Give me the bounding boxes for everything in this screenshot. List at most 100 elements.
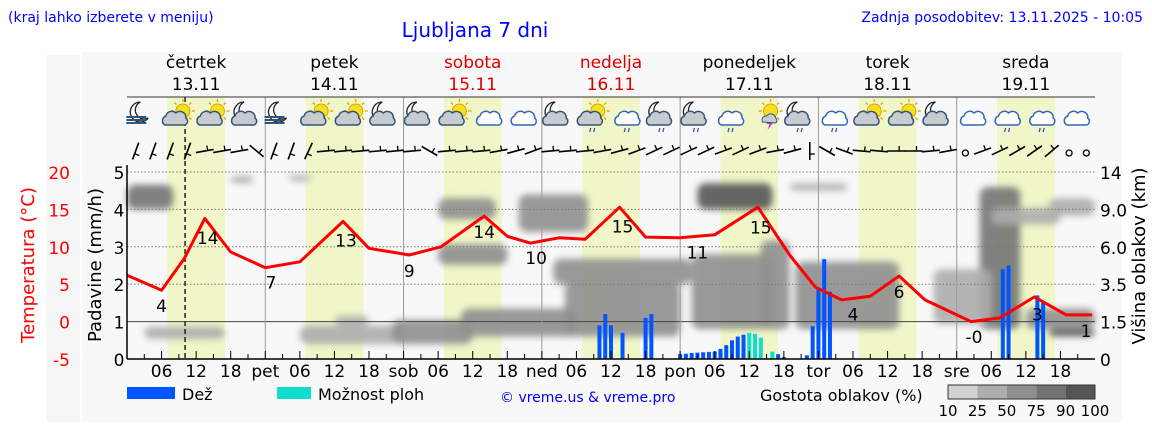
moon-cloud-icon: [230, 101, 258, 126]
density-swatch: [977, 385, 1007, 399]
temperature-label: 11: [687, 243, 709, 263]
day-date: 19.11: [1002, 75, 1051, 95]
x-hour-label: 12: [185, 362, 207, 382]
precipitation-tick-label: 2: [114, 276, 125, 296]
wind-barb-icon: [835, 147, 854, 155]
page-title: Ljubljana 7 dni: [402, 18, 549, 42]
header-hint[interactable]: (kraj lahko izberete v meniju): [8, 10, 214, 26]
wind-barb-icon: [334, 145, 353, 153]
x-hour-label: 18: [911, 362, 933, 382]
wind-barb-icon: [973, 145, 992, 155]
precipitation-bar: [1041, 302, 1046, 359]
temperature-label: 14: [197, 229, 219, 249]
wind-barb-icon: [368, 145, 387, 153]
copyright-link[interactable]: © vreme.us & vreme.pro: [500, 390, 675, 406]
precipitation-bar: [822, 259, 827, 359]
x-day-label: ned: [526, 362, 558, 382]
precipitation-tick-label: 1: [114, 314, 125, 334]
temperature-line: [126, 205, 1093, 324]
wind-barb-icon: [593, 145, 612, 154]
cloud-rain-icon: [1029, 110, 1056, 133]
x-day-label: tor: [806, 362, 830, 382]
wind-barb-icon: [939, 145, 958, 154]
precipitation-bar: [649, 314, 654, 359]
temperature-tick-label: 5: [59, 276, 70, 296]
wind-barb-icon: [541, 145, 560, 153]
moon-cloud-rain-icon: [680, 101, 707, 133]
wind-barb-icon: [303, 142, 314, 160]
cloud-cover-area: [760, 240, 790, 330]
day-name: četrtek: [166, 53, 227, 73]
sun-cloud-icon: [300, 99, 334, 126]
precipitation-bar: [816, 287, 821, 359]
legend-cloud-density-label: Gostota oblakov (%): [760, 386, 923, 405]
x-hour-label: 06: [289, 362, 311, 382]
precipitation-bar: [620, 332, 625, 359]
wind-barb-icon: [421, 145, 438, 157]
precipitation-bar: [758, 337, 763, 359]
wind-barb-icon: [489, 145, 508, 154]
precipitation-bar: [730, 340, 734, 359]
wind-barb-icon: [749, 145, 767, 155]
wind-barb-icon: [818, 145, 836, 157]
cloudy-icon: [475, 110, 503, 126]
legend-showers-swatch: [277, 387, 311, 399]
daylight-band: [167, 97, 225, 359]
moon-cloud-icon: [369, 101, 396, 126]
density-swatch: [948, 385, 978, 399]
sun-cloud-rain-icon: [576, 99, 610, 133]
x-hour-label: 12: [738, 362, 760, 382]
cloud-height-tick-label: 14: [1100, 164, 1122, 184]
precipitation-bar: [810, 326, 815, 359]
x-day-label: pon: [664, 362, 696, 382]
x-hour-label: 18: [635, 362, 657, 382]
precipitation-bar: [804, 355, 809, 359]
moon-cloud-icon: [922, 101, 949, 126]
wind-barb-icon: [576, 145, 595, 153]
wind-barb-icon: [991, 144, 1009, 156]
wind-barb-icon: [766, 145, 785, 154]
moon-cloud-rain-icon: [784, 101, 811, 133]
wind-barb-icon: [783, 145, 802, 155]
temperature-tick-label: -5: [53, 351, 70, 371]
cloud-height-tick-label: 1.5: [1100, 314, 1127, 334]
x-day-label: sre: [944, 362, 970, 382]
cloud-cover-area: [1048, 329, 1095, 337]
temperature-label: 1: [1081, 322, 1092, 342]
sun-cloud-icon: [853, 99, 887, 126]
wind-barb-icon: [524, 145, 542, 155]
cloud-rain-icon: [994, 110, 1021, 133]
wind-barb-icon: [697, 144, 715, 156]
last-updated: Zadnja posodobitev: 13.11.2025 - 10:05: [861, 10, 1143, 26]
calm-wind-icon: [1065, 149, 1073, 157]
fog-moon-icon: [264, 101, 288, 124]
precipitation-bar: [827, 291, 832, 359]
x-hour-label: 12: [600, 362, 622, 382]
cloud-cover-area: [691, 254, 773, 330]
density-colorbar-frame: [947, 384, 1096, 400]
density-swatch: [1006, 385, 1037, 399]
sun-cloud-icon: [334, 99, 368, 126]
wind-barb-icon: [714, 145, 733, 155]
cloud-height-tick-label: 9.0: [1100, 201, 1127, 221]
density-swatch: [1065, 385, 1095, 399]
day-date: 16.11: [587, 75, 636, 95]
temperature-label: 15: [612, 217, 634, 237]
x-hour-label: 18: [496, 362, 518, 382]
cloud-rain-icon: [717, 110, 745, 133]
cloud-cover-area: [461, 308, 577, 337]
wind-barb-icon: [610, 145, 629, 155]
wind-barb-icon: [131, 142, 140, 160]
temperature-label: 4: [156, 297, 167, 317]
day-name: nedelja: [580, 53, 642, 73]
density-level-label: 25: [968, 402, 987, 420]
temperature-axis-label: Temperatura (°C): [18, 187, 39, 344]
precipitation-tick-label: 4: [114, 201, 125, 221]
x-hour-label: 06: [427, 362, 449, 382]
calm-wind-icon: [961, 149, 970, 157]
wind-barb-icon: [472, 145, 491, 153]
wind-barb-icon: [195, 145, 214, 154]
cloud-height-tick-label: 0: [1100, 351, 1111, 371]
x-hour-label: 18: [220, 362, 242, 382]
x-hour-label: 06: [842, 362, 864, 382]
